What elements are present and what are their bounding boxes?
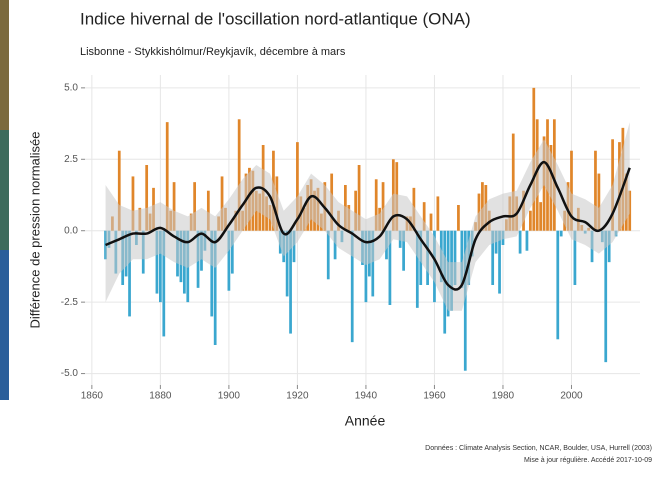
bar: [556, 231, 559, 340]
bar: [457, 205, 460, 231]
bar: [529, 211, 532, 231]
x-tick-label: 1920: [286, 391, 309, 402]
bar: [430, 214, 433, 231]
bar: [526, 231, 529, 251]
x-tick-label: 1980: [492, 391, 515, 402]
edge-strip: [0, 250, 9, 400]
y-tick-label: -5.0: [61, 368, 79, 379]
x-tick-label: 1880: [149, 391, 172, 402]
chart: Indice hivernal de l'oscillation nord-at…: [0, 0, 654, 479]
x-tick-label: 1860: [81, 391, 104, 402]
chart-subtitle: Lisbonne - Stykkishólmur/Reykjavík, déce…: [80, 46, 346, 58]
x-tick-label: 1940: [355, 391, 378, 402]
bar: [519, 231, 522, 254]
update-note: Mise à jour régulière. Accédé 2017-10-09: [524, 457, 652, 464]
y-axis-label: Différence de pression normalisée: [27, 131, 42, 328]
x-tick-label: 1960: [423, 391, 446, 402]
x-tick-label: 2000: [560, 391, 583, 402]
chart-title: Indice hivernal de l'oscillation nord-at…: [80, 9, 471, 28]
y-tick-label: 0.0: [64, 225, 78, 236]
source-note: Données : Climate Analysis Section, NCAR…: [425, 445, 652, 452]
bar: [539, 202, 542, 231]
bar: [560, 231, 563, 237]
y-tick-label: 2.5: [64, 154, 78, 165]
y-tick-label: -2.5: [61, 297, 79, 308]
x-tick-label: 1900: [218, 391, 241, 402]
y-tick-label: 5.0: [64, 82, 78, 93]
bar: [604, 231, 607, 362]
bar: [437, 196, 440, 230]
bar: [327, 231, 330, 280]
edge-strip: [0, 0, 9, 130]
x-axis-label: Année: [345, 413, 386, 429]
